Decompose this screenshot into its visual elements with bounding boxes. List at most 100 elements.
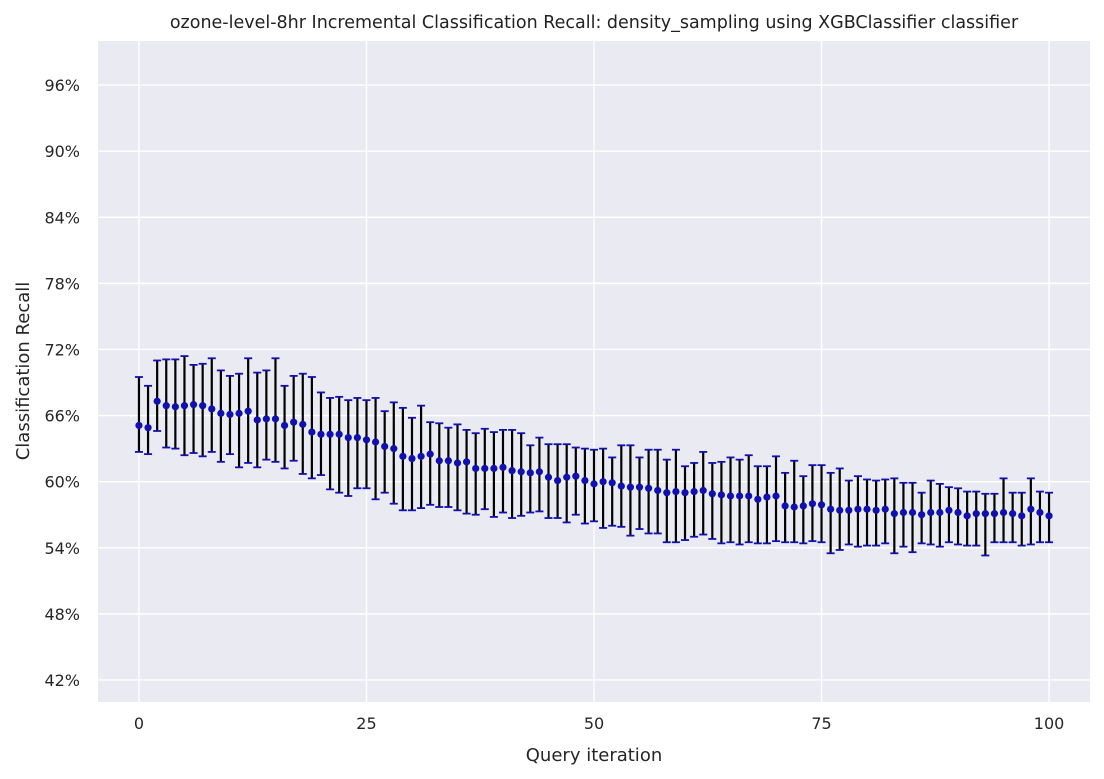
- data-point: [189, 400, 198, 409]
- data-point: [918, 511, 926, 519]
- data-point: [1045, 512, 1053, 520]
- y-tick-label: 72%: [44, 340, 80, 359]
- data-point: [408, 454, 416, 463]
- data-point: [817, 501, 826, 509]
- data-point: [235, 409, 243, 417]
- data-point: [153, 397, 161, 405]
- y-tick-labels: 42% 48% 54% 60% 66% 72% 78% 84% 90% 96%: [44, 76, 80, 690]
- data-point: [745, 492, 753, 500]
- data-point: [726, 492, 735, 500]
- data-point: [972, 510, 980, 518]
- data-point: [199, 402, 207, 410]
- x-tick-label: 25: [356, 714, 376, 733]
- grid-lines: [98, 41, 1090, 702]
- data-point: [990, 510, 999, 518]
- data-point: [353, 434, 361, 442]
- data-point: [271, 415, 280, 423]
- data-point: [1036, 508, 1044, 517]
- y-tick-label: 54%: [44, 539, 80, 558]
- data-point: [708, 490, 716, 498]
- x-tick-label: 75: [811, 714, 831, 733]
- data-point: [563, 473, 571, 481]
- data-point: [217, 409, 225, 417]
- data-point: [754, 495, 762, 503]
- data-point: [617, 482, 625, 490]
- data-point: [472, 464, 480, 473]
- data-point: [399, 452, 407, 460]
- data-point: [135, 421, 143, 430]
- data-point: [890, 510, 898, 518]
- data-point: [581, 476, 589, 485]
- data-point: [790, 503, 798, 511]
- data-point: [626, 483, 635, 491]
- y-tick-label: 48%: [44, 605, 80, 624]
- data-point: [490, 464, 498, 473]
- data-point: [954, 508, 962, 517]
- data-point: [672, 487, 680, 496]
- data-point: [772, 492, 780, 500]
- data-point: [453, 459, 462, 467]
- data-point: [845, 506, 853, 514]
- data-point: [517, 468, 525, 476]
- data-point: [299, 420, 307, 428]
- data-point: [144, 424, 152, 432]
- x-tick-label: 0: [134, 714, 144, 733]
- data-point: [1009, 510, 1017, 518]
- data-point: [690, 487, 698, 496]
- y-tick-label: 42%: [44, 671, 80, 690]
- data-point: [608, 479, 616, 487]
- data-point: [945, 506, 953, 514]
- data-point: [317, 430, 325, 438]
- data-point: [390, 445, 398, 453]
- data-point: [1018, 512, 1026, 520]
- data-point: [663, 489, 671, 497]
- data-point: [426, 450, 434, 458]
- data-markers: [135, 397, 1053, 520]
- data-point: [645, 484, 653, 492]
- data-point: [899, 508, 908, 517]
- data-point: [590, 480, 598, 488]
- y-tick-label: 66%: [44, 407, 80, 426]
- y-tick-label: 78%: [44, 274, 80, 293]
- data-point: [371, 438, 380, 446]
- data-point: [344, 434, 352, 442]
- data-point: [290, 418, 298, 426]
- x-tick-label: 50: [584, 714, 604, 733]
- data-point: [863, 505, 871, 513]
- data-point: [936, 508, 944, 517]
- data-point: [654, 486, 662, 495]
- data-point: [526, 469, 534, 477]
- data-point: [481, 464, 489, 473]
- data-point: [226, 410, 234, 419]
- chart-title: ozone-level-8hr Incremental Classificati…: [170, 13, 1019, 33]
- data-point: [799, 502, 807, 510]
- data-point: [280, 421, 289, 430]
- data-point: [262, 415, 270, 423]
- data-point: [362, 436, 371, 444]
- data-point: [827, 505, 835, 513]
- y-axis-label: Classification Recall: [13, 282, 34, 461]
- data-point: [171, 403, 179, 411]
- y-tick-label: 84%: [44, 208, 80, 227]
- data-point: [444, 457, 452, 465]
- y-tick-label: 90%: [44, 142, 80, 161]
- data-point: [162, 402, 170, 410]
- data-point: [836, 506, 844, 514]
- data-point: [499, 463, 507, 471]
- data-point: [381, 442, 389, 451]
- data-point: [963, 512, 971, 520]
- data-point: [244, 407, 252, 415]
- data-point: [326, 430, 334, 438]
- data-point: [508, 467, 516, 475]
- data-point: [681, 489, 689, 497]
- data-point: [435, 457, 443, 465]
- data-point: [417, 452, 425, 460]
- data-point: [335, 430, 343, 438]
- data-point: [872, 506, 880, 514]
- data-point: [908, 508, 917, 517]
- data-point: [736, 492, 744, 500]
- data-point: [635, 483, 644, 491]
- y-tick-label: 96%: [44, 76, 80, 95]
- x-axis-label: Query iteration: [526, 745, 662, 766]
